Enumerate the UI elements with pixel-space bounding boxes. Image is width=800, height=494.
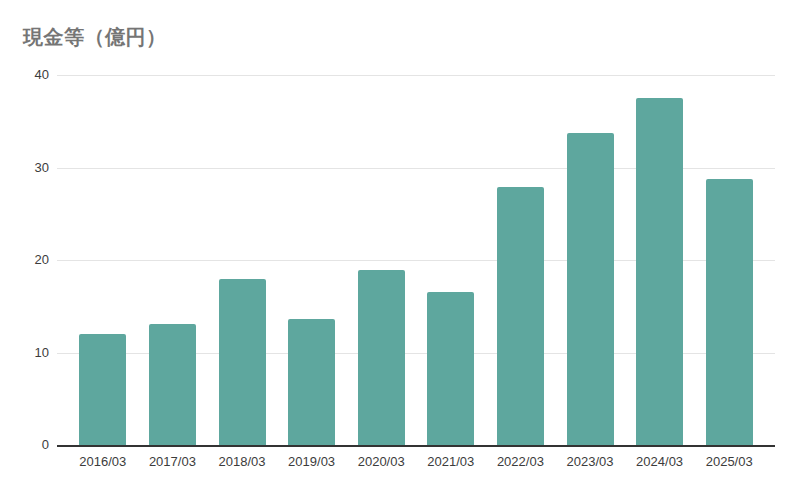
- x-tick-label-2019/03: 2019/03: [277, 454, 347, 470]
- cash-equivalents-bar-chart: 現金等（億円） 010203040 2016/032017/032018/032…: [0, 0, 800, 494]
- bar-2018/03: [219, 279, 266, 445]
- x-tick-label-2017/03: 2017/03: [138, 454, 208, 470]
- x-tick-label-2023/03: 2023/03: [555, 454, 625, 470]
- chart-title: 現金等（億円）: [23, 24, 167, 51]
- y-tick-label-30: 30: [35, 160, 49, 175]
- bar-2022/03: [497, 187, 544, 445]
- x-tick-label-2025/03: 2025/03: [694, 454, 764, 470]
- y-tick-label-0: 0: [42, 437, 49, 452]
- bar-2016/03: [79, 334, 126, 445]
- gridline-y-40: [57, 75, 775, 76]
- bar-2019/03: [288, 319, 335, 445]
- x-tick-label-2024/03: 2024/03: [625, 454, 695, 470]
- x-axis: 2016/032017/032018/032019/032020/032021/…: [57, 454, 775, 472]
- bar-2021/03: [427, 292, 474, 445]
- x-tick-label-2018/03: 2018/03: [207, 454, 277, 470]
- bar-2020/03: [358, 270, 405, 445]
- bar-2024/03: [636, 98, 683, 445]
- x-tick-label-2021/03: 2021/03: [416, 454, 486, 470]
- bar-2023/03: [567, 133, 614, 445]
- y-tick-label-20: 20: [35, 252, 49, 267]
- x-tick-label-2016/03: 2016/03: [68, 454, 138, 470]
- bar-2017/03: [149, 324, 196, 445]
- x-tick-label-2020/03: 2020/03: [346, 454, 416, 470]
- y-tick-label-40: 40: [35, 67, 49, 82]
- x-tick-label-2022/03: 2022/03: [486, 454, 556, 470]
- y-axis: 010203040: [0, 75, 49, 445]
- y-tick-label-10: 10: [35, 345, 49, 360]
- bar-2025/03: [706, 179, 753, 445]
- plot-area: [57, 75, 775, 447]
